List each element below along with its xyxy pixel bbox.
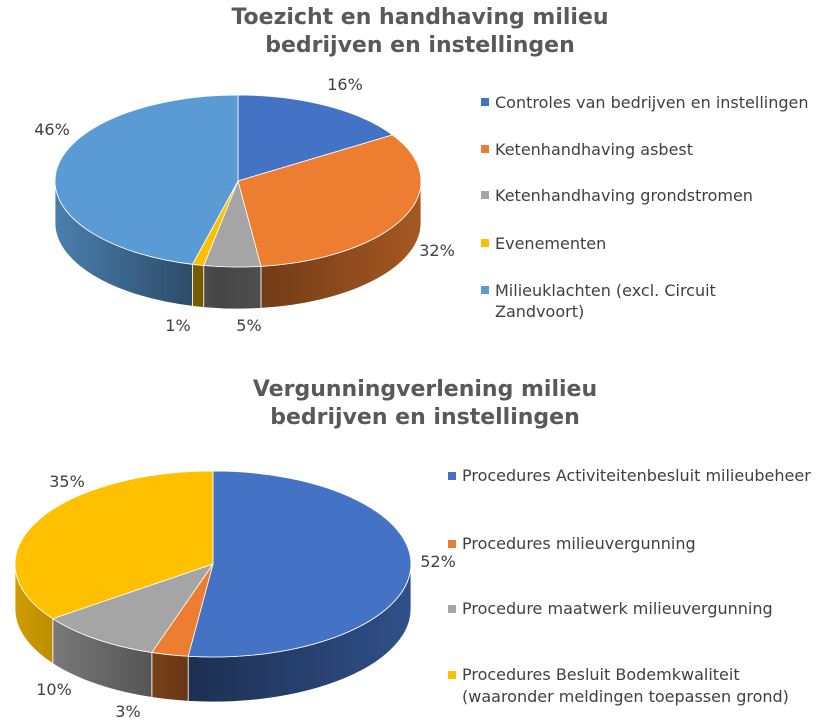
legend-item: Procedures Besluit Bodemkwaliteit (waaro… xyxy=(448,664,827,708)
legend-item: Ketenhandhaving asbest xyxy=(481,139,825,160)
legend-swatch xyxy=(448,540,456,548)
legend-swatch xyxy=(481,239,489,247)
data-label: 52% xyxy=(420,552,456,571)
legend-item: Evenementen xyxy=(481,233,825,254)
legend-swatch xyxy=(448,671,456,679)
chart-title-vergunningverlening: Vergunningverlening milieu bedrijven en … xyxy=(125,376,725,432)
pie-1-sides xyxy=(14,563,412,703)
legend-item: Milieuklachten (excl. Circuit Zandvoort) xyxy=(481,280,755,322)
data-label: 16% xyxy=(327,75,363,94)
legend-label: Procedures Activiteitenbesluit milieubeh… xyxy=(462,466,811,485)
data-label: 10% xyxy=(36,680,72,699)
pie-0-slice-2-side xyxy=(203,265,262,310)
legend-swatch xyxy=(481,286,489,294)
pie-0-slice-1 xyxy=(237,134,422,267)
legend-item: Procedures Activiteitenbesluit milieubeh… xyxy=(448,465,827,487)
data-label: 1% xyxy=(165,316,191,335)
pie-chart-vergunningverlening xyxy=(14,470,412,703)
legend-label: Evenementen xyxy=(495,233,607,253)
legend-swatch xyxy=(448,472,456,480)
legend-label: Controles van bedrijven en instellingen xyxy=(495,92,809,112)
chart-title-line: bedrijven en instellingen xyxy=(265,33,575,58)
pie-0-slice-4 xyxy=(54,94,239,265)
data-label: 35% xyxy=(49,472,85,491)
pie-1-slice-2 xyxy=(52,563,214,653)
pie-1-slice-1-side xyxy=(151,652,189,702)
legend-item: Ketenhandhaving grondstromen xyxy=(481,185,825,206)
data-label: 3% xyxy=(115,702,141,721)
legend-label: Milieuklachten (excl. Circuit Zandvoort) xyxy=(495,280,716,321)
legend-swatch xyxy=(481,145,489,153)
legend-label: Procedures Besluit Bodemkwaliteit (waaro… xyxy=(462,665,789,706)
data-label: 5% xyxy=(236,316,262,335)
legend-swatch xyxy=(448,605,456,613)
legend-item: Controles van bedrijven en instellingen xyxy=(481,92,825,113)
legend-label: Procedures milieuvergunning xyxy=(462,534,696,553)
legend-swatch xyxy=(481,98,489,106)
pie-1-tops xyxy=(14,470,412,658)
chart-title-line: bedrijven en instellingen xyxy=(270,405,580,430)
chart-title-line: Vergunningverlening milieu xyxy=(252,377,598,402)
pie-0-slice-3-side xyxy=(192,263,205,308)
legend-swatch xyxy=(481,191,489,199)
legend-label: Ketenhandhaving asbest xyxy=(495,139,694,159)
chart-title-toezicht: Toezicht en handhaving milieu bedrijven … xyxy=(120,4,720,60)
legend-label: Ketenhandhaving grondstromen xyxy=(495,185,753,205)
legend-item: Procedures milieuvergunning xyxy=(448,533,827,555)
data-label: 46% xyxy=(34,120,70,139)
pie-1-slice-0 xyxy=(187,470,412,658)
pie-0-tops xyxy=(54,94,422,268)
pie-chart-toezicht xyxy=(54,94,422,310)
pie-1-slice-3 xyxy=(14,470,214,620)
legend-item: Procedure maatwerk milieuvergunning xyxy=(448,598,827,620)
legend-label: Procedure maatwerk milieuvergunning xyxy=(462,599,773,618)
pie-0-sides xyxy=(54,180,422,310)
chart-title-line: Toezicht en handhaving milieu xyxy=(231,5,609,30)
data-label: 32% xyxy=(419,241,455,260)
pie-0-slice-0 xyxy=(237,94,393,182)
